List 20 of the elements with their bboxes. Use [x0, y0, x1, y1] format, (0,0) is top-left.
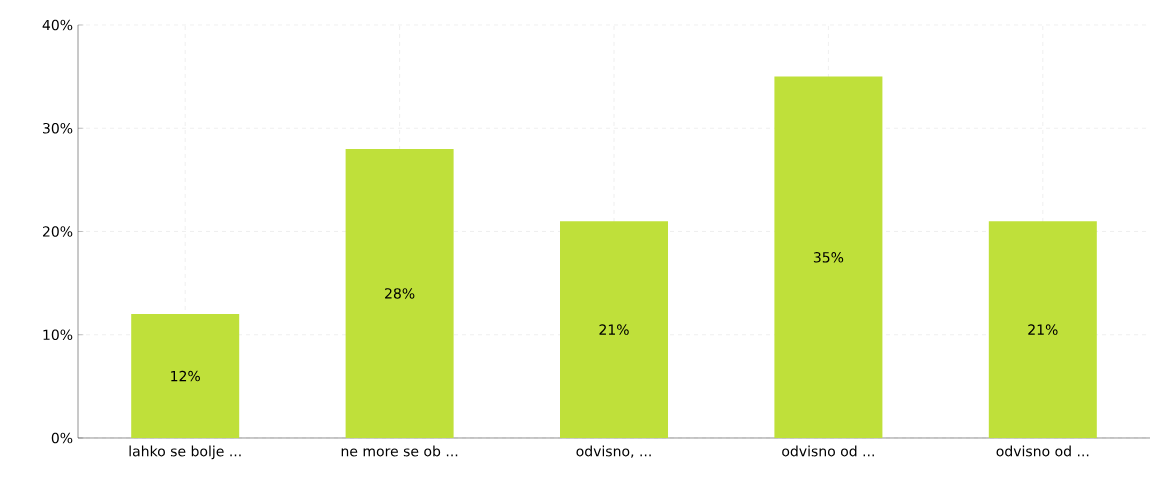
data-label: 35% — [813, 252, 844, 263]
x-tick-label: odvisno od ... — [782, 445, 874, 457]
data-label: 21% — [1028, 324, 1058, 335]
y-tick-label: 40% — [42, 19, 73, 31]
bar — [988, 221, 1097, 438]
bar — [560, 221, 669, 438]
x-tick-label: odvisno, ... — [576, 445, 651, 458]
data-label: 21% — [599, 324, 629, 335]
x-tick-label: odvisno od ... — [996, 445, 1089, 457]
bar — [774, 76, 883, 438]
y-tick-label: 10% — [43, 329, 73, 341]
x-tick-label: lahko se bolje ... — [129, 445, 241, 460]
y-tick-label: 20% — [42, 226, 73, 237]
y-tick-label: 30% — [43, 122, 73, 134]
data-label: 28% — [385, 288, 415, 299]
bar — [345, 148, 454, 438]
bar — [131, 314, 240, 438]
data-label: 12% — [171, 370, 200, 382]
x-tick-label: ne more se ob ... — [341, 445, 458, 457]
y-tick-label: 0% — [51, 432, 73, 444]
